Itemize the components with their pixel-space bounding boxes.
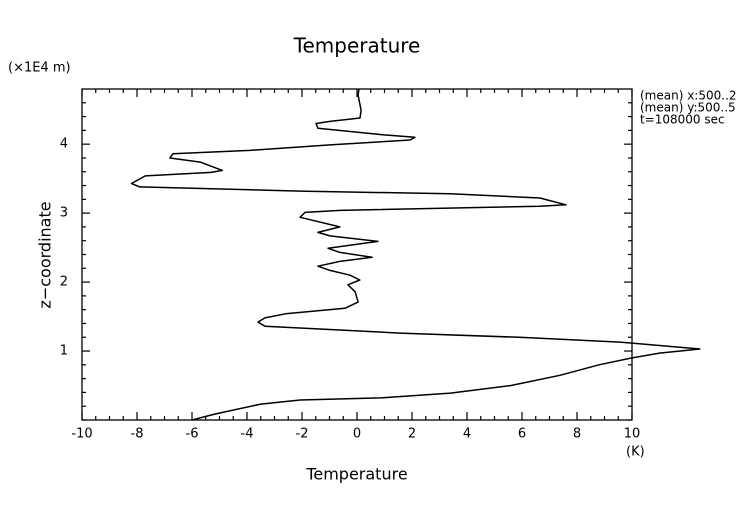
annotation: (mean) x:500..2: [640, 89, 737, 103]
x-tick-label: 0: [353, 427, 361, 442]
x-tick-label: 4: [463, 427, 471, 442]
x-tick-label: -4: [241, 427, 254, 442]
chart-title: Temperature: [293, 34, 421, 58]
y-tick-label: 3: [60, 206, 68, 221]
y-axis-label: z−coordinate: [36, 201, 55, 308]
annotation: (mean) y:500..5: [640, 101, 736, 115]
y-tick-label: 4: [60, 137, 68, 152]
annotation: t=108000 sec: [640, 113, 725, 127]
x-tick-label: 8: [573, 427, 581, 442]
x-tick-label: 10: [624, 427, 641, 442]
x-tick-label: 6: [518, 427, 526, 442]
x-tick-label: -2: [296, 427, 309, 442]
y-tick-label: 2: [60, 275, 68, 290]
x-tick-label: -6: [186, 427, 199, 442]
x-tick-label: -8: [131, 427, 144, 442]
x-tick-label: -10: [71, 427, 92, 442]
x-axis-label: Temperature: [305, 465, 407, 484]
x-tick-label: 2: [408, 427, 416, 442]
y-tick-label: 1: [60, 344, 68, 359]
y-unit: (×1E4 m): [8, 61, 71, 76]
x-unit: (K): [626, 445, 645, 460]
profile-line: [130, 88, 701, 421]
